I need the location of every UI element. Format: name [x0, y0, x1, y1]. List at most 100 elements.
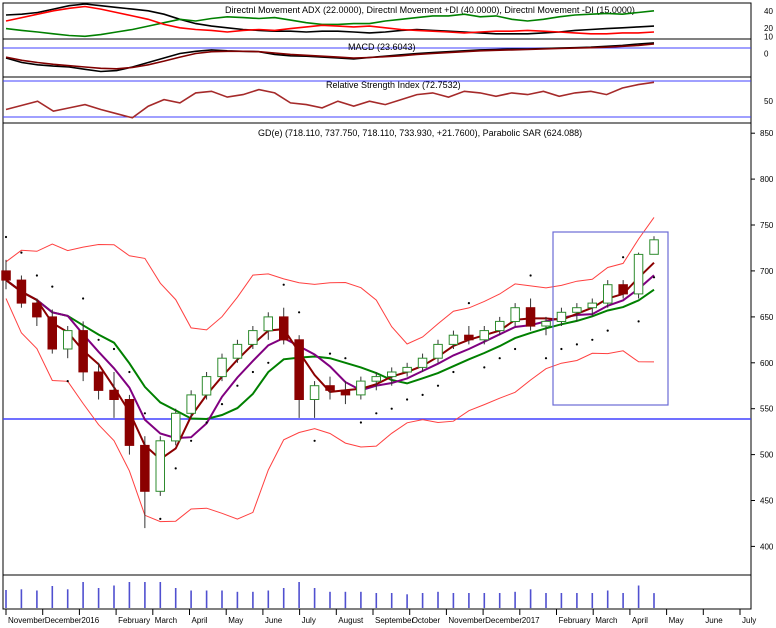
- candle: [633, 253, 644, 295]
- upper-band: [5, 217, 655, 345]
- candle: [63, 330, 73, 350]
- candle: [186, 394, 196, 414]
- sar-dot: [112, 347, 116, 351]
- volume-bar: [406, 594, 408, 609]
- candle: [525, 307, 536, 327]
- price-tick-9: 400: [760, 542, 774, 551]
- sar-dot: [421, 393, 424, 396]
- sar-dot: [375, 412, 378, 415]
- price-tick-8: 450: [760, 497, 774, 506]
- adx-tick-1: 20: [764, 24, 773, 33]
- macd-ticks: 0: [764, 50, 769, 59]
- highlight-box: [552, 231, 669, 406]
- x-label-20: July: [742, 616, 756, 625]
- x-label-1: December: [45, 616, 82, 625]
- candle: [541, 320, 551, 327]
- volume-bar: [36, 590, 38, 608]
- volume-bar: [576, 593, 578, 608]
- sar-dot: [236, 384, 239, 387]
- volume-bar: [159, 582, 162, 608]
- price-ticks: 850 800 750 700 650 600 550 500 450 400: [751, 129, 774, 551]
- x-label-4: March: [155, 616, 177, 625]
- volume-bar: [144, 582, 146, 608]
- price-indicators: [4, 217, 656, 523]
- price-tick-6: 550: [760, 405, 774, 414]
- candle: [140, 444, 150, 492]
- volume-bar: [97, 588, 100, 608]
- volume-bar: [82, 582, 84, 608]
- candle: [464, 334, 474, 341]
- x-label-2: 2016: [81, 616, 99, 625]
- candle: [1, 270, 11, 281]
- sar-dot: [4, 235, 8, 239]
- candle: [201, 376, 212, 396]
- volume-bar: [560, 593, 563, 608]
- x-label-6: May: [228, 616, 243, 625]
- volume-bar: [421, 593, 424, 608]
- volume-bar: [221, 590, 223, 608]
- candle: [171, 412, 181, 442]
- volume-bar: [329, 591, 331, 609]
- x-label-0: November: [8, 616, 45, 625]
- candle: [618, 284, 628, 295]
- x-label-7: June: [265, 616, 283, 625]
- sar-dot: [606, 329, 609, 332]
- price-tick-7: 500: [760, 451, 774, 460]
- sar-dot: [159, 517, 162, 521]
- price-panel-frame: [2, 122, 752, 576]
- volume-bar: [375, 593, 378, 608]
- x-label-15: February: [559, 616, 591, 625]
- candle: [325, 385, 335, 391]
- x-label-13: December: [485, 616, 522, 625]
- ma-mid: [5, 274, 655, 440]
- candle: [356, 380, 366, 396]
- x-label-12: November: [448, 616, 485, 625]
- volume-bar: [360, 591, 362, 609]
- sar-dot: [483, 366, 486, 369]
- sar-dot: [498, 357, 501, 360]
- sar-dot: [622, 256, 625, 259]
- macd-line-1: [5, 43, 655, 70]
- sar-dot: [143, 412, 146, 415]
- sar-dot: [35, 274, 39, 277]
- price-tick-5: 600: [760, 359, 774, 368]
- candle: [16, 279, 27, 304]
- price-tick-2: 750: [760, 221, 774, 230]
- candle: [124, 399, 135, 446]
- adx-tick-0: 40: [764, 7, 773, 16]
- volume-bar: [282, 588, 285, 608]
- candle: [510, 307, 520, 323]
- adx-line-2: [5, 5, 655, 35]
- volume-bar: [591, 593, 594, 608]
- x-label-17: April: [632, 616, 648, 625]
- adx-title: Directnl Movement ADX (22.0000), Directn…: [225, 5, 635, 15]
- volume-bar: [51, 586, 54, 608]
- volume-bar: [498, 593, 501, 608]
- volume-bar: [5, 590, 7, 608]
- candle: [78, 330, 88, 373]
- volume-bar: [20, 589, 23, 609]
- candle: [603, 284, 613, 304]
- candle: [649, 239, 659, 255]
- volume-bar: [313, 588, 316, 608]
- sar-dot: [313, 439, 316, 442]
- volume-panel-frame: [2, 574, 752, 610]
- price-tick-0: 850: [760, 129, 774, 138]
- sar-dot: [359, 421, 362, 424]
- volume-bar: [468, 593, 470, 608]
- sar-dot: [128, 370, 131, 374]
- adx-tick-2: 10: [764, 32, 773, 41]
- price-tick-1: 800: [760, 175, 774, 184]
- volume-bar: [452, 593, 455, 608]
- candles-group: [1, 236, 659, 529]
- adx-line-1: [5, 10, 655, 38]
- volume-bar: [205, 590, 208, 608]
- candle: [32, 302, 42, 318]
- x-label-11: October: [412, 616, 441, 625]
- volume-bar: [529, 589, 532, 609]
- rsi-series-group: [5, 81, 655, 119]
- volume-bar: [252, 591, 254, 609]
- candle: [279, 316, 289, 341]
- volume-bar: [390, 593, 393, 608]
- volume-bar: [174, 588, 177, 608]
